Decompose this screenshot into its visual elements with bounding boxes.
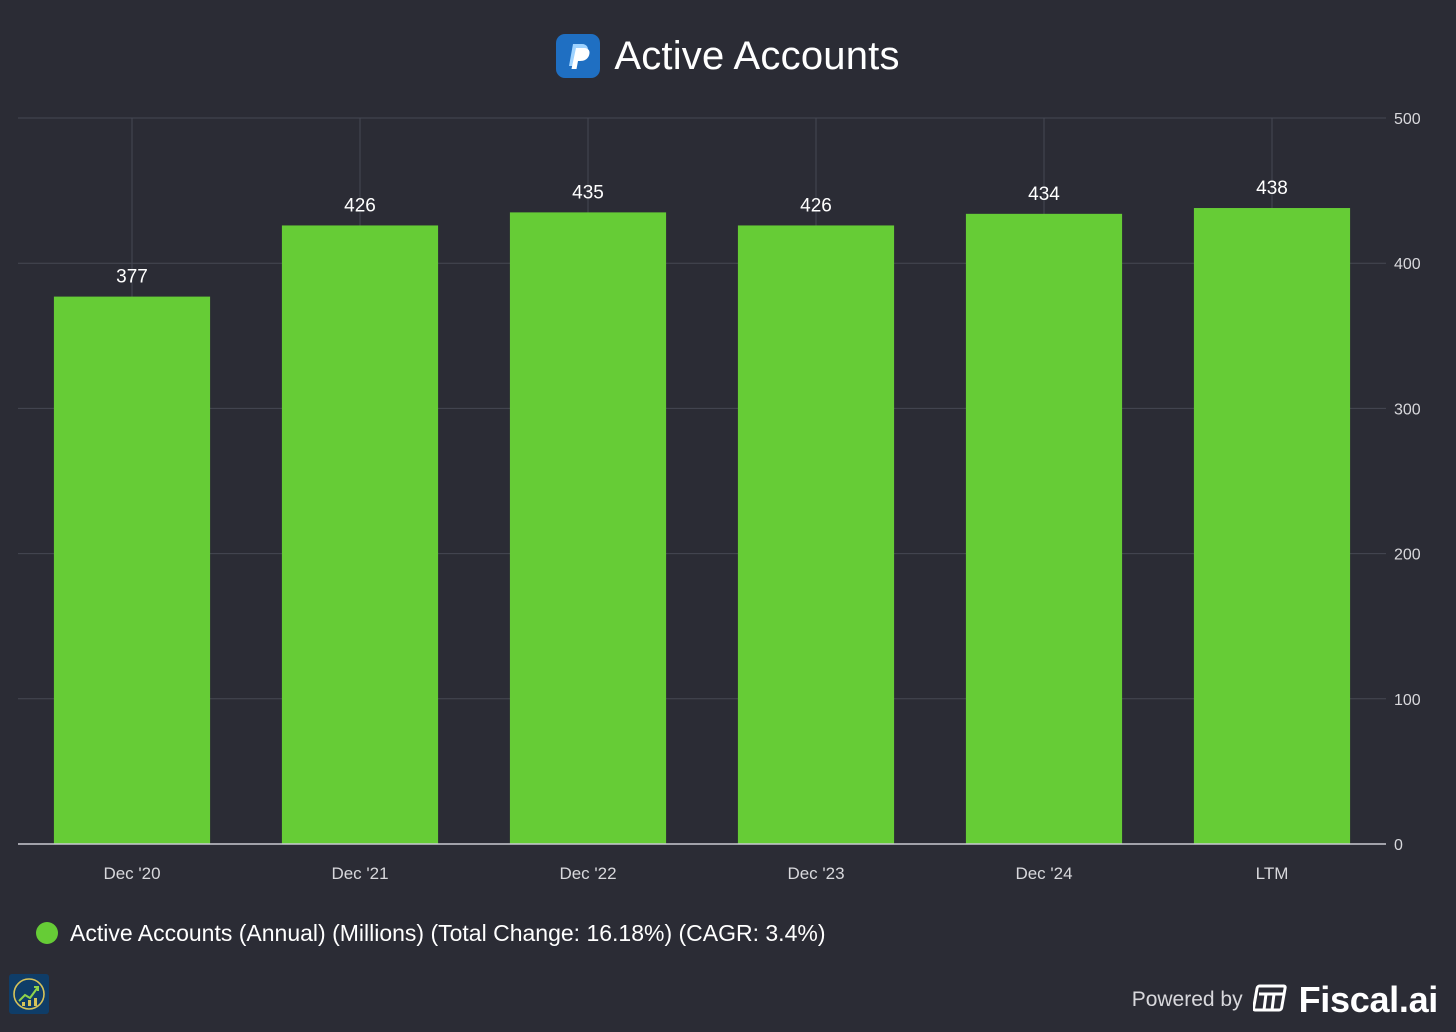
powered-by: Powered by Fiscal.ai — [1131, 979, 1439, 1020]
data-label: 435 — [572, 182, 604, 203]
y-tick-label: 200 — [1394, 547, 1421, 564]
bar[interactable] — [509, 212, 667, 844]
data-label: 438 — [1256, 178, 1288, 199]
data-label: 434 — [1028, 184, 1060, 205]
y-tick-label: 100 — [1394, 692, 1421, 709]
chart-header: Active Accounts — [0, 28, 1456, 84]
grid-lines — [18, 117, 1386, 844]
bar[interactable] — [1193, 208, 1351, 845]
axes: 0 100 200 300 400 500 Dec '20 Dec '21 Dec '22 Dec… — [18, 111, 1421, 883]
bar[interactable] — [737, 225, 895, 844]
data-label: 426 — [344, 195, 376, 216]
y-tick-label: 400 — [1394, 256, 1421, 273]
y-tick-label: 300 — [1394, 401, 1421, 418]
x-tick-label: Dec '22 — [559, 864, 616, 883]
legend-label: Active Accounts (Annual) (Millions) (Tot… — [70, 919, 826, 946]
data-label: 377 — [116, 267, 148, 288]
paypal-logo-icon — [556, 34, 601, 78]
data-labels: 377 426 435 426 434 438 — [116, 178, 1288, 288]
bar[interactable] — [965, 213, 1123, 844]
x-tick-label: Dec '21 — [331, 864, 388, 883]
powered-by-label: Powered by — [1131, 988, 1243, 1011]
x-tick-label: Dec '23 — [787, 864, 844, 883]
data-label: 426 — [800, 195, 832, 216]
bar[interactable] — [53, 296, 211, 844]
x-tick-label: Dec '20 — [103, 864, 160, 883]
x-tick-label: LTM — [1256, 864, 1289, 883]
chart-title: Active Accounts — [614, 33, 900, 78]
y-tick-label: 0 — [1394, 837, 1403, 854]
y-tick-label: 500 — [1394, 111, 1421, 128]
fiscal-brand: Fiscal.ai — [1298, 979, 1439, 1020]
chart-growth-badge-icon — [9, 974, 49, 1014]
legend-swatch — [36, 922, 58, 944]
x-tick-label: Dec '24 — [1015, 864, 1072, 883]
legend[interactable]: Active Accounts (Annual) (Millions) (Tot… — [36, 916, 825, 950]
bars — [53, 208, 1351, 845]
bar[interactable] — [281, 225, 439, 844]
fiscal-logo-icon — [1251, 983, 1289, 1018]
bar-chart: 377 426 435 426 434 438 0 100 200 300 400 500 Dec '… — [18, 111, 1421, 883]
